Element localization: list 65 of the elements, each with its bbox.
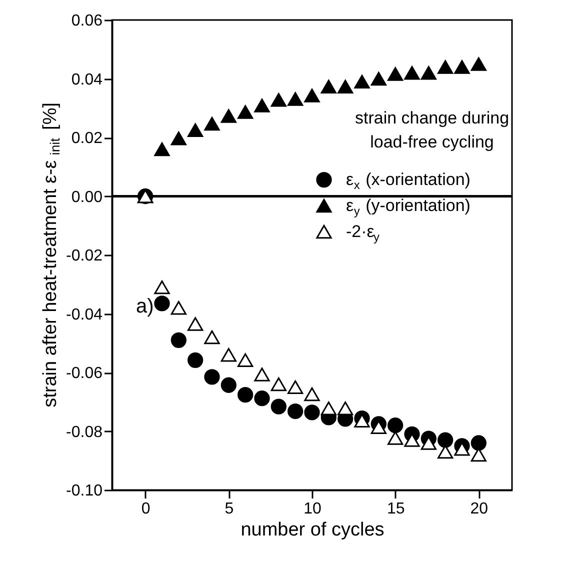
point	[170, 301, 186, 315]
point	[354, 74, 370, 89]
point	[238, 353, 254, 368]
point	[338, 401, 354, 416]
point	[254, 98, 270, 112]
point	[254, 390, 270, 406]
point	[204, 369, 220, 385]
x-axis-title: number of cycles	[240, 520, 384, 540]
point	[338, 80, 354, 94]
point	[420, 66, 436, 80]
point	[154, 142, 170, 156]
point	[288, 380, 304, 394]
point	[270, 377, 286, 392]
point	[388, 431, 404, 445]
x-tick-label: 15	[386, 500, 405, 518]
point	[438, 60, 454, 74]
point	[304, 387, 320, 402]
point	[188, 123, 204, 138]
y-tick-label: -0.08	[66, 424, 103, 441]
point	[388, 67, 404, 81]
x-tick-label: 20	[470, 500, 488, 518]
point	[470, 435, 486, 451]
point	[238, 387, 254, 403]
y-tick-label: -0.04	[66, 306, 103, 324]
y-tick-label: 0.06	[71, 12, 103, 30]
point	[470, 57, 486, 71]
point	[188, 317, 204, 331]
point	[370, 72, 386, 86]
point	[188, 352, 204, 368]
y-tick-label: 0.04	[71, 71, 103, 88]
point	[320, 401, 336, 416]
y-tick-label: 0.00	[71, 188, 103, 206]
y-axis-title: strain after heat-treatment ε-εinit [%]	[40, 102, 63, 408]
point	[454, 442, 470, 456]
point	[270, 398, 286, 414]
point	[254, 368, 270, 382]
point	[304, 404, 320, 420]
y-tick-label: 0.02	[71, 130, 103, 147]
point	[220, 377, 236, 393]
point	[388, 418, 404, 434]
point	[238, 105, 254, 119]
x-tick-label: 0	[141, 500, 150, 518]
x-tick-label: 5	[224, 500, 234, 518]
point	[220, 348, 236, 362]
y-tick-label: -0.02	[66, 248, 103, 264]
x-tick-label: 10	[304, 500, 322, 518]
point	[270, 93, 286, 107]
point	[454, 60, 470, 74]
point	[204, 116, 220, 131]
point	[170, 132, 186, 146]
point	[304, 88, 320, 102]
annotation: strain change during load-free cycling	[354, 108, 510, 152]
point	[154, 280, 170, 294]
y-tick-label: -0.10	[66, 482, 103, 500]
annotation: a)	[136, 296, 154, 318]
point	[288, 403, 304, 420]
point	[204, 330, 220, 344]
y-tick-label: -0.06	[66, 365, 103, 382]
point	[404, 66, 420, 80]
point	[220, 109, 236, 123]
point	[438, 432, 454, 448]
point	[320, 80, 336, 94]
point	[170, 332, 186, 348]
point	[154, 296, 170, 312]
point	[288, 92, 304, 106]
